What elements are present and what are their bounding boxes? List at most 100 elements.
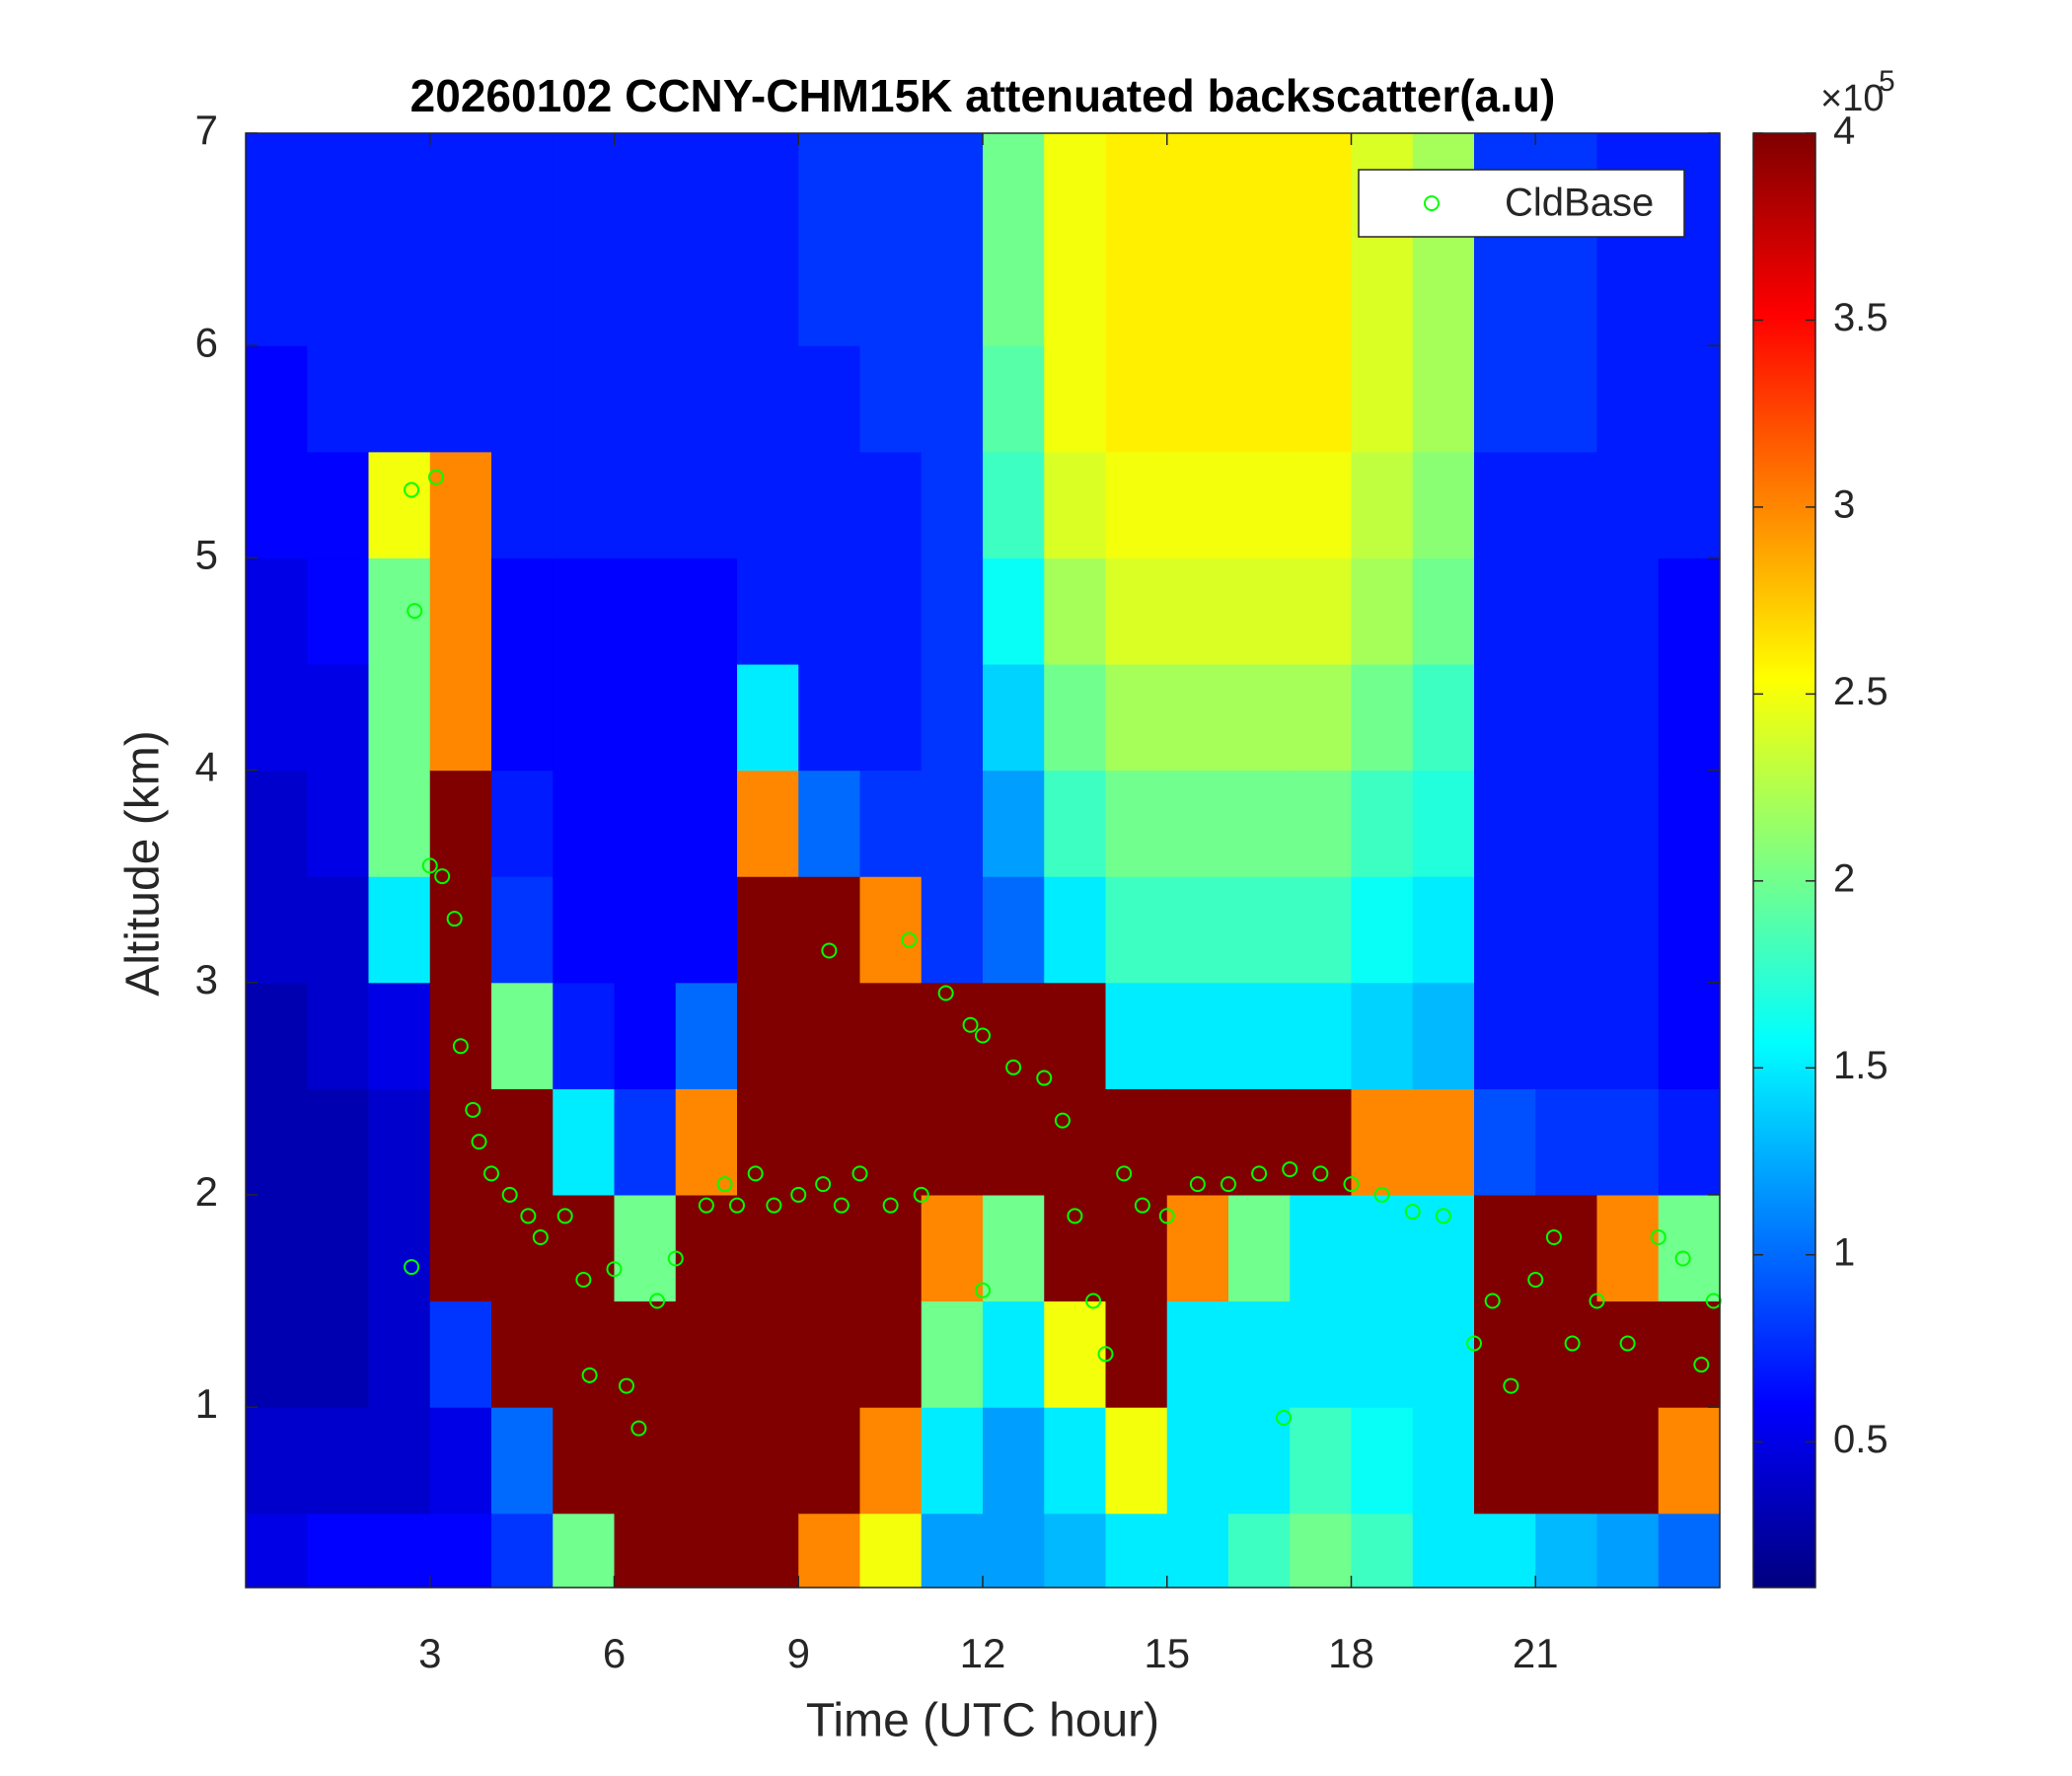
cloud-base-point [404, 481, 420, 498]
cloud-base-point [606, 1261, 623, 1278]
x-tick-label: 3 [418, 1630, 441, 1676]
heatmap-cell [1290, 1194, 1353, 1302]
heatmap-cell [983, 1407, 1045, 1515]
heatmap-cell [1044, 663, 1107, 772]
heatmap-cell [983, 770, 1045, 877]
heatmap-cell [983, 239, 1045, 346]
heatmap-cell [491, 1300, 554, 1408]
heatmap-cell [1228, 770, 1291, 877]
heatmap-cell [429, 1088, 492, 1196]
heatmap-cell [1228, 982, 1291, 1089]
heatmap-cell [1166, 345, 1229, 453]
heatmap-cell [491, 1513, 554, 1589]
cloud-base-point [483, 1165, 499, 1182]
heatmap-cell [1105, 1407, 1168, 1515]
heatmap-cell [368, 1300, 431, 1408]
heatmap-cell [1228, 1407, 1291, 1515]
heatmap-cell [675, 557, 738, 665]
colorbar-scale-base: ×10 [1820, 78, 1884, 119]
heatmap-cell [1412, 1300, 1475, 1408]
heatmap-cell [1412, 451, 1475, 558]
heatmap-cell [1474, 1513, 1536, 1589]
heatmap-cell [737, 451, 799, 558]
cloud-base-point [465, 1101, 481, 1118]
heatmap-cell [921, 239, 984, 346]
heatmap-cell [553, 133, 616, 241]
heatmap-cell [983, 982, 1045, 1089]
heatmap-cell [307, 876, 370, 984]
heatmap-cell [553, 1194, 616, 1302]
heatmap-cell [675, 1300, 738, 1408]
x-tick-label: 12 [960, 1630, 1006, 1676]
heatmap-cell [429, 982, 492, 1089]
heatmap-cell [491, 982, 554, 1089]
cloud-base-point [1589, 1293, 1605, 1309]
heatmap-cell [737, 663, 799, 772]
y-tick-label: 3 [195, 956, 218, 1002]
heatmap-cell [983, 1194, 1045, 1302]
heatmap-cell [1474, 345, 1536, 453]
heatmap-cell [553, 1300, 616, 1408]
heatmap-cell [921, 1194, 984, 1302]
cloud-base-point [729, 1197, 745, 1214]
heatmap-cell [614, 770, 677, 877]
heatmap-cell [859, 1300, 923, 1408]
heatmap-cell [859, 1407, 923, 1515]
heatmap-cell [1596, 451, 1660, 558]
heatmap-cell [491, 557, 554, 665]
colorbar-tick-label: 2.5 [1833, 670, 1888, 713]
heatmap-cell [675, 1513, 738, 1589]
heatmap-cell [368, 982, 431, 1089]
cloud-base-point [1404, 1204, 1421, 1221]
cloud-base-point [581, 1367, 598, 1383]
heatmap-cell [983, 1513, 1045, 1589]
heatmap-cell [1044, 1300, 1107, 1408]
heatmap-cell [859, 133, 923, 241]
cloud-base-point [1085, 1293, 1102, 1309]
cloud-base-point [556, 1208, 573, 1224]
heatmap-cell [859, 982, 923, 1089]
heatmap-cell [246, 345, 308, 453]
heatmap-cell [1351, 1088, 1414, 1196]
heatmap-cell [1228, 1194, 1291, 1302]
heatmap-cell [1412, 239, 1475, 346]
heatmap-cell [1596, 770, 1660, 877]
heatmap-cell [429, 770, 492, 877]
cloud-base-point [1097, 1346, 1114, 1363]
heatmap-cell [1228, 876, 1291, 984]
heatmap-cell [1351, 1407, 1414, 1515]
cloud-base-point [1527, 1271, 1544, 1288]
cloud-base-point [1650, 1228, 1666, 1245]
heatmap-cell [429, 1407, 492, 1515]
heatmap-cell [798, 663, 861, 772]
x-tick-label: 6 [603, 1630, 626, 1676]
heatmap-cell [614, 1407, 677, 1515]
heatmap-cell [1166, 1300, 1229, 1408]
cloud-base-point [1466, 1335, 1482, 1352]
heatmap-cell [675, 770, 738, 877]
cloud-base-point [1221, 1176, 1236, 1193]
heatmap-cell [1290, 770, 1353, 877]
heatmap-cell [1166, 557, 1229, 665]
heatmap-cell [246, 239, 308, 346]
heatmap-cell [675, 982, 738, 1089]
heatmap-cell [921, 663, 984, 772]
heatmap-cell [307, 1300, 370, 1408]
heatmap-cell [1290, 982, 1353, 1089]
heatmap-cell [614, 1088, 677, 1196]
y-tick-label: 4 [195, 744, 218, 790]
heatmap-cell [614, 1194, 677, 1302]
heatmap-cell [921, 1407, 984, 1515]
heatmap-cell [1166, 770, 1229, 877]
cloud-base-point [1312, 1165, 1329, 1182]
heatmap-cell [246, 1088, 308, 1196]
heatmap-cell [1658, 663, 1721, 772]
cloud-base-point [407, 603, 423, 620]
heatmap-cell [368, 1513, 431, 1589]
heatmap-cell [1412, 1407, 1475, 1515]
heatmap-cell [1412, 876, 1475, 984]
heatmap-cell [1535, 1513, 1598, 1589]
heatmap-cell [1658, 1407, 1721, 1515]
